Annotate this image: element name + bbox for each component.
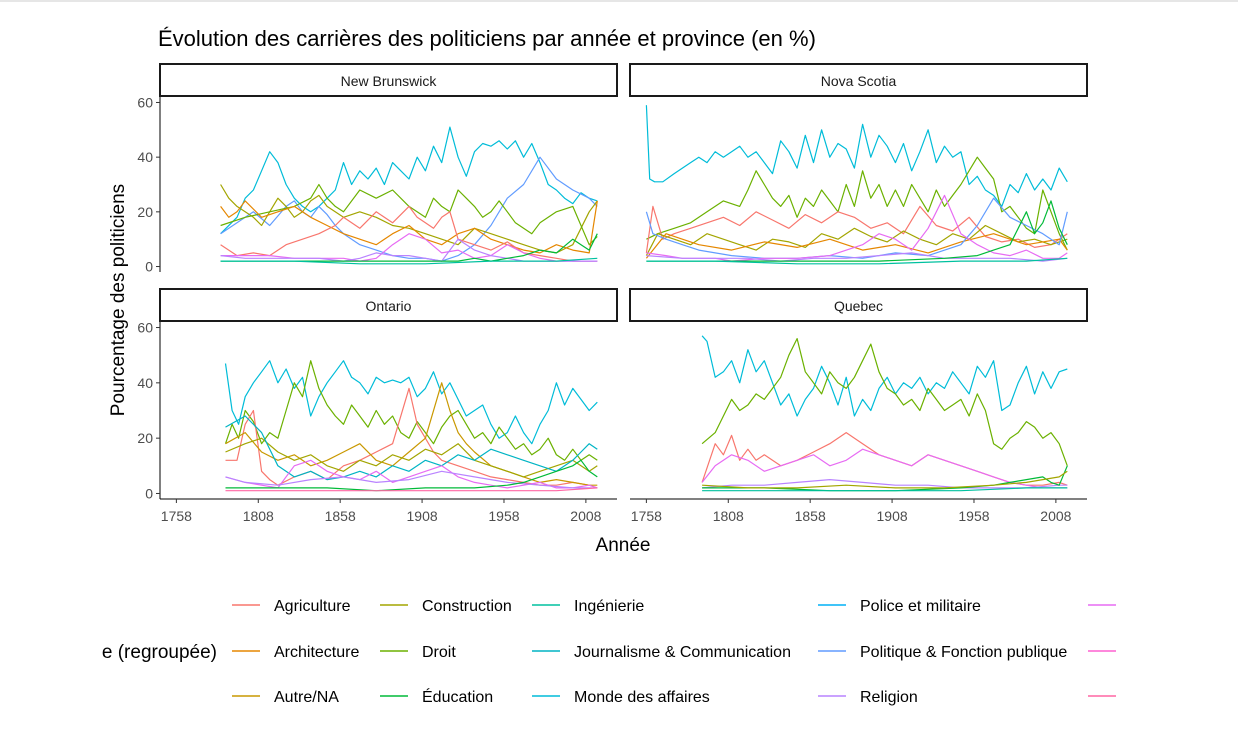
legend-label: Autre/NA bbox=[274, 689, 339, 706]
series-line bbox=[702, 487, 1068, 492]
series-line bbox=[701, 432, 1068, 486]
facet-panel-ontario: Ontario 0 20 40 60 1758 1808 1858 1908 1958 2008 bbox=[137, 288, 618, 524]
legend-item: Construction bbox=[380, 598, 512, 615]
x-tick-label: 1908 bbox=[407, 508, 438, 524]
x-tick-label: 1908 bbox=[877, 508, 908, 524]
chart-title: Évolution des carrières des politiciens … bbox=[158, 26, 816, 51]
series-line bbox=[701, 338, 1068, 467]
facet-strip bbox=[159, 288, 618, 322]
legend-item: Agriculture bbox=[232, 598, 351, 615]
series-line bbox=[225, 459, 598, 492]
series-line bbox=[646, 257, 1068, 265]
series-line bbox=[646, 194, 1068, 262]
legend-label: Politique & Fonction publique bbox=[860, 644, 1067, 661]
series-line bbox=[220, 233, 598, 262]
series-line bbox=[645, 224, 1068, 256]
series-line bbox=[220, 257, 598, 265]
legend-item: Autre/NA bbox=[232, 689, 339, 706]
legend-label: Police et militaire bbox=[860, 598, 981, 615]
series-line bbox=[225, 487, 598, 492]
series-line bbox=[701, 335, 1068, 417]
series-line bbox=[645, 233, 1068, 259]
facet-panels: New Brunswick 0 20 40 60 Nova Scotia Ontario 0 2… bbox=[137, 63, 1088, 524]
series-line bbox=[645, 205, 1068, 253]
series-line bbox=[225, 437, 598, 478]
series-line bbox=[220, 184, 598, 254]
facet-strip bbox=[629, 288, 1088, 322]
legend-item: Architecture bbox=[232, 644, 359, 661]
series-line bbox=[701, 448, 1068, 489]
x-axis-label: Année bbox=[596, 535, 651, 556]
legend-item: Ingénierie bbox=[532, 598, 644, 615]
series-line bbox=[645, 197, 1068, 259]
series-line bbox=[225, 382, 598, 486]
y-tick-label: 20 bbox=[137, 430, 153, 446]
series-line bbox=[646, 252, 1068, 262]
series-line bbox=[225, 459, 598, 489]
series-line bbox=[220, 200, 598, 254]
series-line bbox=[220, 183, 598, 246]
facet-strip bbox=[629, 63, 1088, 97]
series-line bbox=[224, 360, 598, 461]
x-tick-label: 1858 bbox=[795, 508, 826, 524]
legend-label: Construction bbox=[422, 598, 512, 615]
y-tick-label: 40 bbox=[137, 375, 153, 391]
legend-label: Architecture bbox=[274, 644, 359, 661]
series-line bbox=[224, 360, 598, 445]
series-line bbox=[225, 470, 598, 489]
legend-label: Religion bbox=[860, 689, 918, 706]
facet-strip-label: Ontario bbox=[366, 298, 412, 314]
legend-item: Éducation bbox=[380, 687, 493, 706]
facet-panel-new-brunswick: New Brunswick 0 20 40 60 bbox=[137, 63, 618, 275]
legend-item: Police et militaire bbox=[818, 598, 981, 615]
y-axis-label: Pourcentage des politiciens bbox=[108, 184, 129, 416]
y-tick-label: 60 bbox=[137, 320, 153, 336]
top-border bbox=[0, 0, 1238, 2]
series-line bbox=[220, 126, 598, 235]
facet-strip bbox=[159, 63, 618, 97]
legend-item: Religion bbox=[818, 689, 918, 706]
facet-panel-nova-scotia: Nova Scotia bbox=[629, 63, 1088, 265]
legend-label: Ingénierie bbox=[574, 598, 644, 615]
legend-item: Monde des affaires bbox=[532, 689, 710, 706]
legend-title: e (regroupée) bbox=[102, 642, 217, 663]
series-line bbox=[646, 200, 1068, 262]
facet-strip-label: Nova Scotia bbox=[821, 73, 897, 89]
y-tick-label: 0 bbox=[145, 259, 153, 275]
facet-strip-label: New Brunswick bbox=[341, 73, 438, 89]
series-line bbox=[220, 233, 598, 262]
x-tick-label: 1758 bbox=[631, 508, 662, 524]
legend-label: Éducation bbox=[422, 687, 493, 706]
legend-item: Droit bbox=[380, 644, 456, 661]
series-line bbox=[225, 387, 598, 489]
series-line bbox=[645, 105, 1068, 207]
legend-item: Journalisme & Communication bbox=[532, 644, 791, 661]
series-line bbox=[220, 205, 598, 262]
series-line bbox=[646, 156, 1068, 251]
series-line bbox=[702, 470, 1068, 489]
x-tick-label: 1958 bbox=[958, 508, 989, 524]
x-tick-label: 2008 bbox=[1040, 508, 1071, 524]
series-line bbox=[220, 156, 598, 262]
x-tick-label: 1808 bbox=[713, 508, 744, 524]
x-tick-label: 2008 bbox=[570, 508, 601, 524]
y-tick-label: 20 bbox=[137, 204, 153, 220]
y-tick-label: 60 bbox=[137, 94, 153, 110]
x-tick-label: 1858 bbox=[325, 508, 356, 524]
y-tick-label: 0 bbox=[145, 485, 153, 501]
legend: Agriculture Architecture Autre/NA Construct… bbox=[232, 598, 1116, 706]
x-tick-label: 1808 bbox=[243, 508, 274, 524]
x-tick-label: 1958 bbox=[488, 508, 519, 524]
facet-panel-quebec: Quebec 1758 1808 1858 1908 1958 2008 bbox=[629, 288, 1088, 524]
legend-item: Politique & Fonction publique bbox=[818, 644, 1067, 661]
x-tick-label: 1758 bbox=[161, 508, 192, 524]
facet-strip-label: Quebec bbox=[834, 298, 883, 314]
legend-label: Monde des affaires bbox=[574, 689, 710, 706]
legend-label: Journalisme & Communication bbox=[574, 644, 791, 661]
legend-label: Droit bbox=[422, 644, 456, 661]
legend-label: Agriculture bbox=[274, 598, 351, 615]
y-tick-label: 40 bbox=[137, 149, 153, 165]
